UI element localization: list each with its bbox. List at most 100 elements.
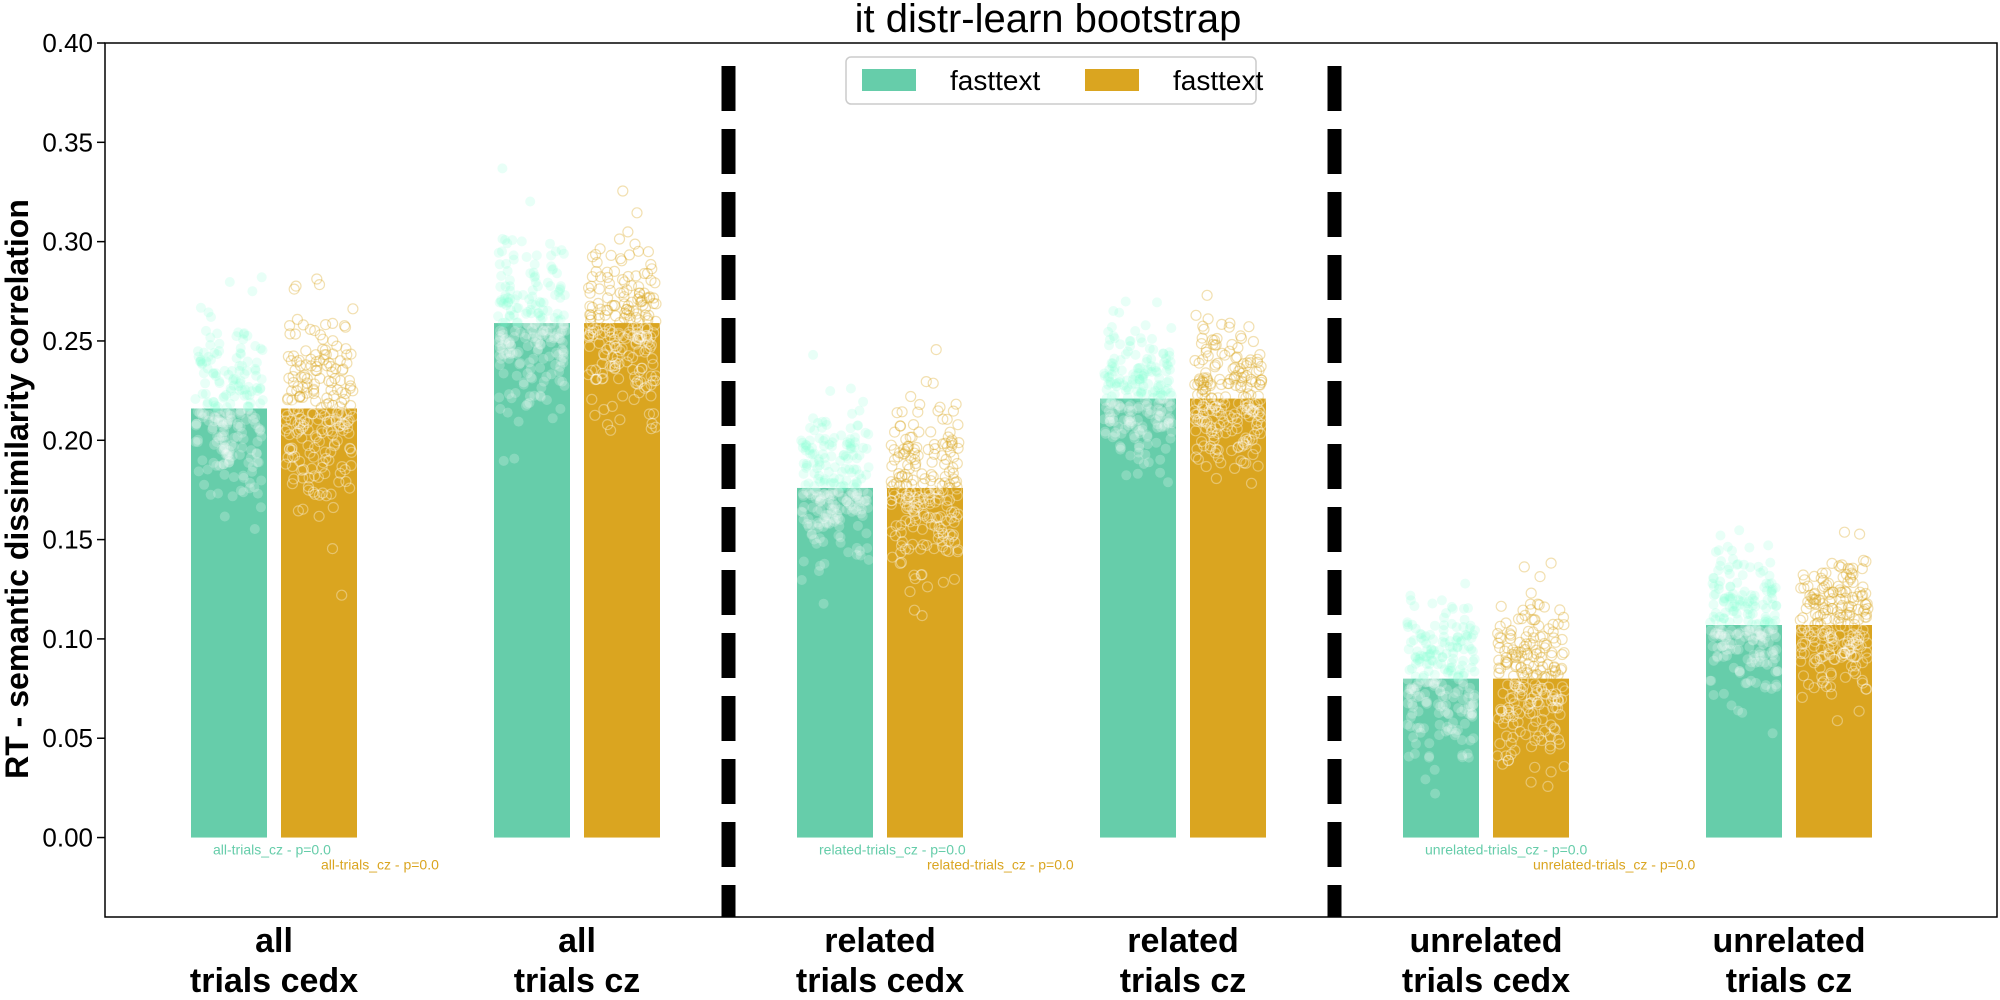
bootstrap-point <box>1199 385 1211 397</box>
bootstrap-point <box>1200 381 1212 393</box>
bootstrap-point <box>239 390 250 401</box>
bootstrap-point <box>1243 433 1255 446</box>
bootstrap-point <box>338 393 350 405</box>
bootstrap-point <box>1236 375 1248 387</box>
bootstrap-point <box>1500 730 1513 742</box>
bootstrap-point <box>1255 411 1267 423</box>
p-value-annotation: unrelated-trials_cz - p=0.0 <box>1425 842 1587 858</box>
bootstrap-point <box>1760 616 1770 627</box>
bootstrap-point <box>1545 766 1557 778</box>
bootstrap-point <box>1508 697 1520 709</box>
bootstrap-point <box>1137 424 1148 435</box>
bootstrap-point <box>585 311 597 323</box>
bootstrap-point <box>1528 689 1540 702</box>
bootstrap-point <box>1822 623 1834 635</box>
bootstrap-point <box>814 456 825 467</box>
bootstrap-point <box>535 310 546 321</box>
bootstrap-point <box>325 376 338 388</box>
bootstrap-point <box>633 387 645 399</box>
bootstrap-point <box>336 461 348 473</box>
bootstrap-point <box>845 443 856 454</box>
bootstrap-point <box>1764 625 1775 636</box>
bootstrap-point <box>219 431 230 441</box>
bootstrap-point <box>901 502 913 515</box>
bootstrap-point <box>553 287 564 297</box>
bootstrap-point <box>1102 372 1113 383</box>
bootstrap-point <box>897 448 910 460</box>
bootstrap-point <box>1747 608 1758 619</box>
bootstrap-point <box>1731 608 1742 619</box>
bootstrap-point <box>1211 406 1223 418</box>
bootstrap-point <box>851 495 862 506</box>
bootstrap-point <box>496 296 507 307</box>
bootstrap-point <box>1126 418 1136 429</box>
bootstrap-point <box>1808 588 1820 600</box>
bootstrap-point <box>1710 546 1721 557</box>
bootstrap-point <box>1527 632 1540 644</box>
bootstrap-point <box>1136 337 1147 348</box>
bootstrap-point <box>925 469 938 481</box>
bootstrap-point <box>1840 586 1853 599</box>
bootstrap-point <box>1540 639 1553 651</box>
bootstrap-point <box>802 460 812 471</box>
bootstrap-point <box>294 455 306 467</box>
bootstrap-point <box>251 448 262 459</box>
bootstrap-point <box>1856 657 1869 669</box>
bootstrap-point <box>1725 581 1736 592</box>
bootstrap-point <box>497 233 508 244</box>
bootstrap-point <box>1505 737 1517 749</box>
bootstrap-point <box>912 450 924 462</box>
bootstrap-point <box>214 417 225 428</box>
bootstrap-point <box>1839 621 1851 633</box>
bootstrap-point <box>525 364 536 375</box>
bootstrap-point <box>1761 578 1772 589</box>
bootstrap-point <box>544 351 555 362</box>
bootstrap-point <box>1842 562 1854 575</box>
bootstrap-point <box>292 381 304 393</box>
bootstrap-point <box>1492 713 1505 725</box>
bootstrap-point <box>1456 635 1467 646</box>
bootstrap-point <box>1838 526 1851 538</box>
bootstrap-point <box>635 331 648 343</box>
bootstrap-point <box>524 294 535 305</box>
bootstrap-point <box>309 442 321 454</box>
bootstrap-point <box>847 408 858 419</box>
bootstrap-point <box>1241 381 1253 393</box>
bootstrap-point <box>609 357 622 369</box>
bootstrap-point <box>238 434 249 444</box>
bootstrap-point <box>220 449 231 460</box>
bootstrap-point <box>1214 419 1226 431</box>
bootstrap-point <box>328 390 340 402</box>
bootstrap-point <box>497 163 508 174</box>
bootstrap-point <box>521 252 532 262</box>
bootstrap-point <box>1447 642 1458 653</box>
bootstrap-point <box>630 311 642 324</box>
bootstrap-point <box>943 466 956 478</box>
bootstrap-point <box>886 481 898 493</box>
bootstrap-point <box>1834 584 1846 596</box>
bootstrap-point <box>210 368 221 379</box>
bootstrap-point <box>885 476 897 488</box>
bootstrap-point <box>317 457 329 469</box>
bootstrap-point <box>1496 705 1508 717</box>
bootstrap-point <box>1148 344 1159 355</box>
bootstrap-point <box>1767 618 1778 629</box>
bootstrap-point <box>1205 397 1217 409</box>
bootstrap-point <box>913 494 925 506</box>
bootstrap-point <box>649 277 661 289</box>
bootstrap-point <box>952 419 964 431</box>
bootstrap-point <box>590 373 602 385</box>
bootstrap-point <box>631 308 643 320</box>
bootstrap-point <box>835 532 846 543</box>
bootstrap-point <box>1722 541 1733 552</box>
bootstrap-point <box>1221 420 1233 433</box>
bootstrap-point <box>193 466 204 477</box>
bootstrap-point <box>212 431 223 442</box>
bootstrap-point <box>910 497 922 509</box>
bootstrap-point <box>1154 410 1165 421</box>
bootstrap-point <box>1512 613 1525 625</box>
bootstrap-point <box>1103 326 1114 337</box>
bootstrap-point <box>1749 596 1760 606</box>
bootstrap-point <box>888 426 901 438</box>
bootstrap-point <box>1728 588 1738 599</box>
